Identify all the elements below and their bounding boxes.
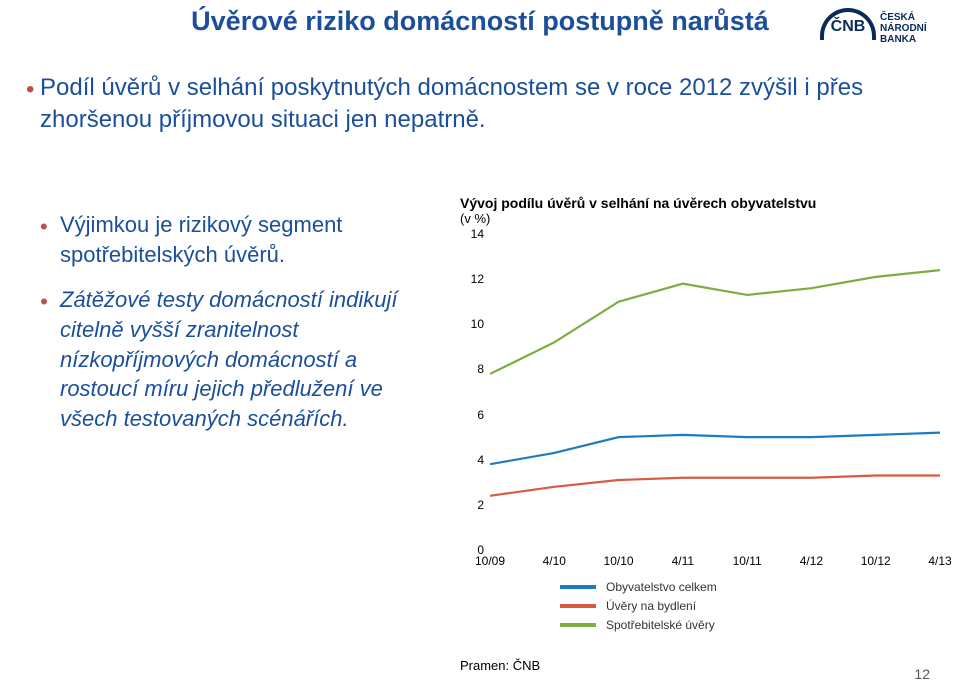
slide-header: Úvěrové riziko domácností postupně narůs… xyxy=(0,0,960,50)
side-bullet-item: • Zátěžové testy domácností indikují cit… xyxy=(40,285,440,433)
bullet-main-text: Podíl úvěrů v selhání poskytnutých domác… xyxy=(40,74,863,133)
side-bullet-list: • Výjimkou je rizikový segment spotřebit… xyxy=(40,210,440,450)
legend-item: Úvěry na bydlení xyxy=(560,599,940,613)
x-tick-label: 4/10 xyxy=(543,554,566,568)
legend-label: Spotřebitelské úvěry xyxy=(606,618,715,632)
chart-x-axis: 10/094/1010/104/1110/114/1210/124/13 xyxy=(490,554,940,574)
line-chart: Vývoj podílu úvěrů v selhání na úvěrech … xyxy=(460,195,940,574)
side-bullet-text: Zátěžové testy domácností indikují citel… xyxy=(60,287,398,431)
legend-swatch xyxy=(560,585,596,589)
chart-series-line xyxy=(490,270,940,374)
chart-unit: (v %) xyxy=(460,211,940,226)
chart-area: 02468101214 10/094/1010/104/1110/114/121… xyxy=(460,234,940,574)
chart-plot xyxy=(490,234,940,550)
x-tick-label: 10/09 xyxy=(475,554,505,568)
x-tick-label: 10/12 xyxy=(861,554,891,568)
x-tick-label: 4/13 xyxy=(928,554,951,568)
legend-label: Úvěry na bydlení xyxy=(606,599,696,613)
bullet-main: • Podíl úvěrů v selhání poskytnutých dom… xyxy=(40,72,880,137)
chart-series-line xyxy=(490,476,940,496)
y-tick-label: 4 xyxy=(477,453,484,467)
legend-label: Obyvatelstvo celkem xyxy=(606,580,717,594)
side-bullet-text: Výjimkou je rizikový segment spotřebitel… xyxy=(60,212,342,267)
legend-item: Obyvatelstvo celkem xyxy=(560,580,940,594)
x-tick-label: 10/10 xyxy=(604,554,634,568)
x-tick-label: 4/11 xyxy=(672,554,694,568)
chart-title: Vývoj podílu úvěrů v selhání na úvěrech … xyxy=(460,195,940,211)
legend-swatch xyxy=(560,604,596,608)
chart-series-line xyxy=(490,433,940,465)
logo-abbr: ČNB xyxy=(820,18,876,36)
bullet-dot-icon: • xyxy=(40,212,48,242)
legend-item: Spotřebitelské úvěry xyxy=(560,618,940,632)
chart-svg xyxy=(490,234,940,550)
legend-swatch xyxy=(560,623,596,627)
logo-mark: ČNB xyxy=(820,6,876,42)
x-tick-label: 10/11 xyxy=(733,554,762,568)
logo-bank-text: ČESKÁ NÁRODNÍ BANKA xyxy=(880,12,940,45)
logo-line2: NÁRODNÍ BANKA xyxy=(880,23,940,45)
page-title: Úvěrové riziko domácností postupně narůs… xyxy=(0,6,960,37)
bullet-dot-icon: • xyxy=(40,287,48,317)
y-tick-label: 6 xyxy=(477,408,484,422)
chart-legend: Obyvatelstvo celkem Úvěry na bydlení Spotř… xyxy=(560,580,940,637)
chart-source: Pramen: ČNB xyxy=(460,658,540,673)
y-tick-label: 14 xyxy=(471,227,484,241)
logo-line1: ČESKÁ xyxy=(880,12,940,23)
cnb-logo: ČNB ČESKÁ NÁRODNÍ BANKA xyxy=(820,6,940,42)
y-tick-label: 2 xyxy=(477,498,484,512)
page-number: 12 xyxy=(914,666,930,682)
bullet-dot-icon: • xyxy=(26,74,34,106)
side-bullet-item: • Výjimkou je rizikový segment spotřebit… xyxy=(40,210,440,269)
chart-y-axis: 02468101214 xyxy=(460,234,488,574)
y-tick-label: 12 xyxy=(471,272,484,286)
y-tick-label: 10 xyxy=(471,317,484,331)
x-tick-label: 4/12 xyxy=(800,554,823,568)
y-tick-label: 8 xyxy=(477,362,484,376)
